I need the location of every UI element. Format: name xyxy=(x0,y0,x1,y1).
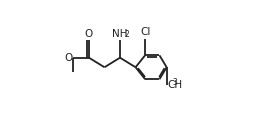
Text: O: O xyxy=(85,29,93,39)
Text: CH: CH xyxy=(167,80,182,90)
Text: NH: NH xyxy=(112,29,127,39)
Text: 3: 3 xyxy=(173,78,178,87)
Text: O: O xyxy=(65,53,73,63)
Text: Cl: Cl xyxy=(140,27,150,37)
Text: 2: 2 xyxy=(125,30,130,39)
